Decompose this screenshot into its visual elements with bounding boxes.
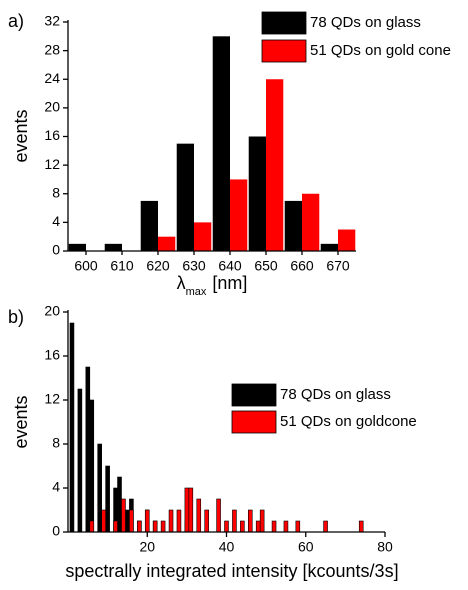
y-tick-label: 4 <box>52 479 60 495</box>
y-tick-label: 12 <box>44 156 60 172</box>
y-axis-label: events <box>11 395 31 448</box>
bar <box>140 200 158 251</box>
x-tick-label: 660 <box>290 258 314 274</box>
bar <box>89 520 95 533</box>
y-tick-label: 0 <box>52 242 60 258</box>
x-label-symbol: λ <box>177 273 186 293</box>
legend-swatch <box>231 410 277 434</box>
x-tick-label: 600 <box>74 258 98 274</box>
bar <box>194 222 212 251</box>
x-tick-label: 650 <box>254 258 278 274</box>
y-tick-label: 28 <box>44 41 60 57</box>
bar <box>266 79 284 251</box>
x-tick-label: 80 <box>377 539 393 555</box>
bar <box>358 520 364 533</box>
bar <box>113 520 118 533</box>
bar <box>224 520 229 533</box>
bar <box>176 509 182 533</box>
y-tick-label: 8 <box>52 435 60 451</box>
bar <box>121 498 126 533</box>
bar <box>196 498 202 533</box>
bar <box>168 509 174 533</box>
bar <box>216 498 221 533</box>
bar <box>184 487 190 533</box>
bar <box>259 509 265 533</box>
x-tick-label: 20 <box>139 539 155 555</box>
y-tick-label: 20 <box>44 99 60 115</box>
y-tick-label: 8 <box>52 184 60 200</box>
y-tick-label: 4 <box>52 213 60 229</box>
legend-label: 78 QDs on glass <box>280 386 391 403</box>
bar <box>89 399 95 533</box>
bar <box>247 509 253 533</box>
bar <box>320 243 338 251</box>
legend-label: 78 QDs on glass <box>310 14 421 31</box>
bar <box>212 36 230 251</box>
y-tick-label: 12 <box>44 391 60 407</box>
bar <box>284 200 302 251</box>
bar <box>255 520 261 533</box>
bar <box>125 509 130 533</box>
bar <box>158 236 176 251</box>
legend-swatch <box>231 383 277 407</box>
bar <box>338 229 356 251</box>
bar <box>104 243 122 251</box>
x-tick-label: 640 <box>218 258 242 274</box>
x-tick-label: 40 <box>219 539 235 555</box>
bar <box>295 520 301 533</box>
panel-label: a) <box>8 11 24 31</box>
bar <box>105 465 110 533</box>
bar <box>144 509 150 533</box>
bar <box>283 520 289 533</box>
y-tick-label: 24 <box>44 70 60 86</box>
y-tick-label: 20 <box>44 303 60 319</box>
bar <box>240 520 245 533</box>
y-tick-label: 16 <box>44 347 60 363</box>
bar <box>176 143 194 251</box>
y-tick-label: 16 <box>44 127 60 143</box>
x-axis-label: spectrally integrated intensity [kcounts… <box>65 561 398 581</box>
bar <box>271 520 277 533</box>
bar <box>230 179 248 251</box>
x-tick-label: 620 <box>146 258 170 274</box>
x-tick-label: 670 <box>326 258 350 274</box>
bar <box>302 193 320 251</box>
legend-label: 51 QDs on gold cone <box>310 42 451 59</box>
panel-label: b) <box>8 307 24 327</box>
x-label-subscript: max <box>186 286 207 298</box>
bar <box>188 487 194 533</box>
x-label-unit: [nm] <box>212 273 247 293</box>
bar <box>77 388 83 533</box>
bar <box>101 509 106 533</box>
x-tick-label: 630 <box>182 258 206 274</box>
bar <box>117 476 122 533</box>
x-tick-label: 60 <box>298 539 314 555</box>
y-axis-label: events <box>11 109 31 162</box>
x-axis-label: λmax [nm] <box>177 273 248 298</box>
legend-label: 51 QDs on goldcone <box>280 413 417 430</box>
bar <box>85 366 91 533</box>
bar <box>137 520 142 533</box>
bar <box>248 136 266 251</box>
bar <box>204 509 209 533</box>
y-tick-label: 0 <box>52 523 60 539</box>
bar <box>323 520 328 533</box>
bar <box>68 243 86 251</box>
legend-swatch <box>261 39 307 63</box>
bar <box>97 443 102 533</box>
bar <box>160 520 166 533</box>
legend-swatch <box>261 11 307 35</box>
bar <box>232 509 237 533</box>
bar <box>129 509 134 533</box>
x-tick-label: 610 <box>110 258 134 274</box>
bar <box>69 322 75 533</box>
bar <box>152 520 158 533</box>
y-tick-label: 32 <box>44 13 60 29</box>
